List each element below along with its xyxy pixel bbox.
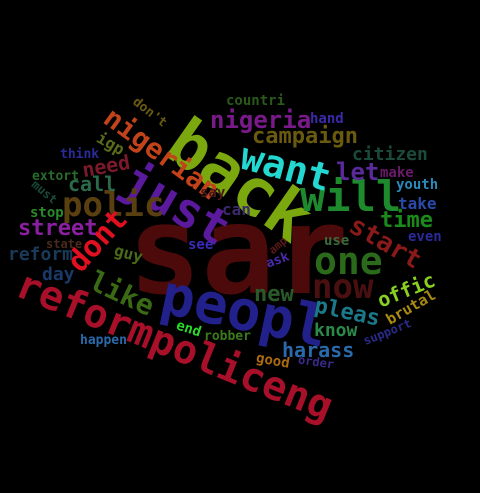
- word-nigeria: nigeria: [210, 106, 312, 134]
- word-order: order: [297, 352, 335, 372]
- word-think: think: [60, 147, 100, 162]
- word-street: street: [18, 216, 98, 241]
- word-can: can: [222, 200, 251, 219]
- word-hand: hand: [310, 111, 344, 127]
- word-make: make: [380, 165, 414, 181]
- word-see: see: [188, 237, 214, 253]
- word-polic: polic: [62, 185, 165, 225]
- word-sar: sar: [128, 180, 349, 322]
- word-youth: youth: [396, 177, 439, 193]
- word-stop: stop: [30, 205, 64, 221]
- word-let: let: [336, 158, 380, 186]
- word-time: time: [380, 208, 433, 233]
- word-guy: guy: [112, 240, 146, 267]
- word-citizen: citizen: [352, 144, 428, 165]
- word-use: use: [324, 233, 350, 249]
- word-reform: reform: [8, 244, 74, 265]
- word-robber: robber: [204, 329, 251, 344]
- word-harass: harass: [282, 338, 355, 362]
- word-day: day: [42, 264, 75, 285]
- word-happen: happen: [80, 333, 127, 348]
- word-even: even: [408, 229, 442, 245]
- word-will: will: [300, 172, 402, 221]
- word-take: take: [398, 194, 437, 213]
- word-state: state: [46, 237, 83, 251]
- word-extort: extort: [32, 169, 79, 184]
- word-know: know: [314, 320, 358, 341]
- word-call: call: [68, 172, 117, 196]
- word-now: now: [312, 267, 374, 307]
- word-say: say: [200, 185, 226, 201]
- word-countri: countri: [226, 93, 286, 109]
- word-new: new: [254, 282, 294, 307]
- word-campaign: campaign: [252, 124, 358, 149]
- word-one: one: [314, 239, 383, 283]
